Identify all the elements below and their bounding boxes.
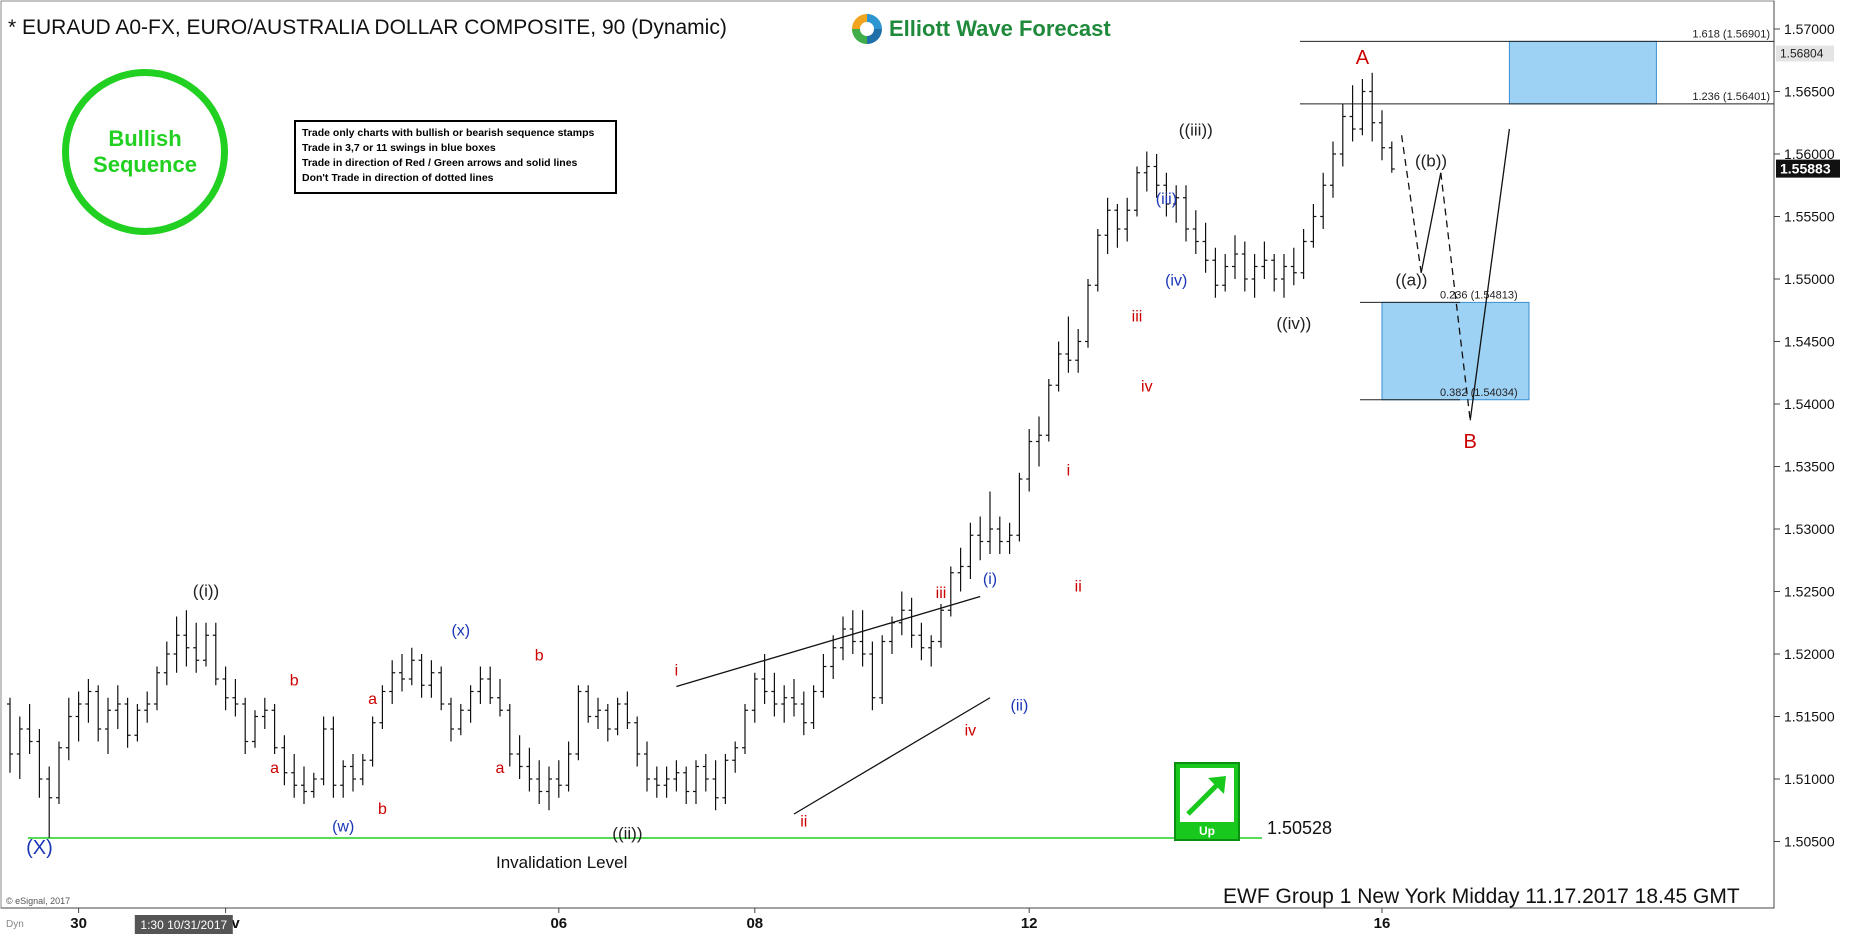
wave-label: a [270, 760, 279, 777]
wave-label: A [1356, 47, 1370, 69]
wave-label: b [378, 801, 387, 818]
x-tick-label: 12 [1021, 915, 1038, 932]
y-tick-label: 1.54500 [1784, 334, 1835, 350]
wave-label: iii [1132, 309, 1143, 326]
wave-label: (X) [26, 837, 53, 859]
wave-label: iv [1141, 379, 1153, 396]
wave-label: ii [1075, 579, 1082, 596]
brand-logo-icon [852, 14, 882, 44]
wave-label: ((iv)) [1276, 314, 1311, 333]
stamp-line-1: Bullish [108, 126, 182, 151]
x-tick-label: 16 [1374, 915, 1391, 932]
dyn-label: Dyn [6, 919, 24, 930]
trading-rules-box: Trade only charts with bullish or bearis… [294, 120, 617, 194]
up-label: Up [1199, 824, 1215, 838]
secondary-price-bg [1776, 45, 1834, 62]
brand-name: Elliott Wave Forecast [889, 16, 1111, 41]
fib-levels-layer: 1.618 (1.56901) 1.236 (1.56401) 0.236 (1.5… [1300, 28, 1774, 401]
brand: Elliott Wave Forecast [852, 14, 1111, 44]
wave-label: B [1464, 431, 1477, 453]
trendline-1 [793, 697, 991, 815]
trendline-0 [676, 595, 981, 688]
y-tick-label: 1.56000 [1784, 146, 1835, 162]
x-cursor-bg [134, 915, 233, 934]
x-tick-label: 30 [70, 915, 87, 932]
wave-label: ((i)) [193, 582, 219, 601]
wave-label: ((ii)) [612, 824, 642, 843]
wave-label: (iv) [1165, 272, 1187, 289]
wave-label: ((b)) [1415, 152, 1447, 171]
up-arrow-badge: Up [1174, 762, 1240, 841]
wave-label: a [496, 760, 505, 777]
y-tick-label: 1.51000 [1784, 771, 1835, 787]
up-arrow-icon [1180, 768, 1234, 822]
wave-label: (x) [451, 622, 470, 639]
wave-label: iii [936, 585, 947, 602]
blue-box-0 [1508, 40, 1657, 105]
invalidation-layer: 1.50528 Invalidation Level [28, 818, 1332, 872]
wave-label: ((a)) [1395, 270, 1427, 289]
projection-line-3 [1420, 172, 1442, 273]
wave-label: i [1067, 462, 1071, 479]
y-tick-label: 1.53500 [1784, 459, 1835, 475]
y-tick-label: 1.50500 [1784, 834, 1835, 850]
blue-box-1 [1381, 301, 1530, 401]
stamp-line-2: Sequence [93, 152, 197, 177]
rule-4: Don't Trade in direction of dotted lines [302, 172, 494, 184]
wave-label: b [290, 672, 299, 689]
y-tick-label: 1.53000 [1784, 521, 1835, 537]
copyright: © eSignal, 2017 [6, 896, 71, 906]
x-tick-label: 06 [550, 915, 567, 932]
rule-1: Trade only charts with bullish or bearis… [302, 127, 595, 139]
y-tick-label: 1.52000 [1784, 646, 1835, 662]
wave-label: iv [965, 722, 977, 739]
trendlines-layer [676, 128, 1511, 815]
price-axis[interactable]: 1.50500 1.51000 1.51500 1.52000 1.52500 1.530… [1774, 21, 1840, 850]
wave-label: (ii) [1011, 697, 1029, 714]
invalidation-value: 1.50528 [1267, 818, 1332, 838]
secondary-price-label: 1.56804 [1780, 47, 1824, 61]
wave-label: i [675, 662, 679, 679]
bullish-sequence-stamp: Bullish Sequence [62, 69, 228, 235]
last-price-label: 1.55883 [1780, 161, 1831, 177]
projection-line-5 [1469, 128, 1511, 421]
fib-label-3: 0.382 (1.54034) [1440, 387, 1518, 399]
wave-label: ii [800, 814, 807, 831]
fib-label-0: 1.618 (1.56901) [1692, 28, 1770, 40]
wave-label: (iii) [1156, 191, 1177, 208]
chart-title: * EURAUD A0-FX, EURO/AUSTRALIA DOLLAR CO… [8, 16, 727, 39]
ohlc-bars-layer [7, 72, 1395, 838]
wave-label: a [368, 691, 377, 708]
y-tick-label: 1.54000 [1784, 396, 1835, 412]
projection-line-4 [1440, 172, 1471, 421]
wave-labels-layer: (X)((i))ab(w)ab(x)ab((ii))iiiiiiiv(i)(ii… [26, 47, 1477, 859]
y-tick-label: 1.56500 [1784, 84, 1835, 100]
wave-label: (w) [332, 819, 354, 836]
fib-label-2: 0.236 (1.54813) [1440, 289, 1518, 301]
last-price-bg [1776, 159, 1840, 178]
x-cursor-label: 1:30 10/31/2017 [140, 918, 227, 932]
y-tick-label: 1.52500 [1784, 584, 1835, 600]
y-tick-label: 1.51500 [1784, 709, 1835, 725]
fib-label-1: 1.236 (1.56401) [1692, 91, 1770, 103]
wave-label: ((iii)) [1179, 120, 1213, 139]
y-tick-label: 1.57000 [1784, 21, 1835, 37]
footer-timestamp: EWF Group 1 New York Midday 11.17.2017 1… [1223, 885, 1740, 908]
x-tick-label: 08 [746, 915, 763, 932]
wave-label: b [535, 647, 544, 664]
invalidation-label: Invalidation Level [496, 853, 627, 872]
y-tick-label: 1.55000 [1784, 271, 1835, 287]
wave-label: (i) [983, 571, 997, 588]
rule-2: Trade in 3,7 or 11 swings in blue boxes [302, 142, 496, 154]
blue-boxes-layer [1381, 40, 1657, 401]
rule-3: Trade in direction of Red / Green arrows… [302, 157, 578, 169]
y-tick-label: 1.55500 [1784, 209, 1835, 225]
